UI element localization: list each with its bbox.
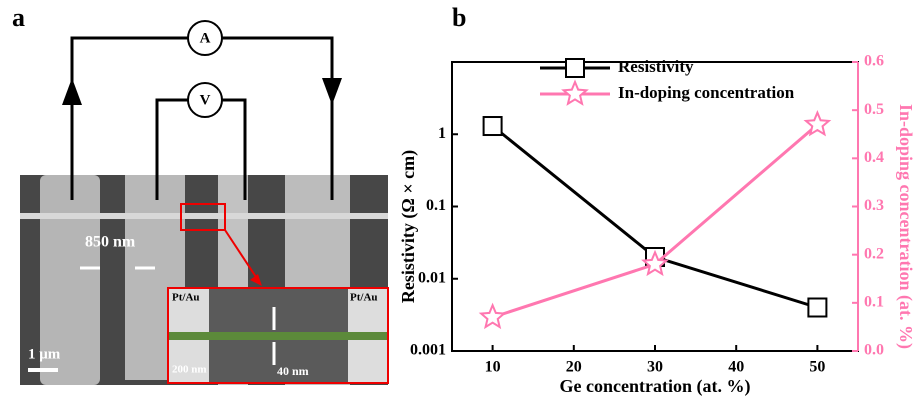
current-arrow bbox=[322, 78, 342, 105]
inset-label: Pt/Au bbox=[172, 292, 200, 304]
gap-label: 850 nm bbox=[85, 234, 136, 251]
circuit bbox=[70, 36, 334, 200]
inset-label: 40 nm bbox=[277, 364, 309, 378]
meter-label: V bbox=[200, 92, 211, 108]
plot-frame bbox=[451, 61, 859, 352]
legend-label: Resistivity bbox=[618, 57, 694, 76]
x-tick-label: 30 bbox=[647, 359, 663, 376]
meter bbox=[187, 20, 223, 56]
marker bbox=[478, 302, 507, 330]
x-tick-label: 40 bbox=[728, 359, 744, 376]
series-line bbox=[492, 123, 819, 319]
y2-tick-label: 0.5 bbox=[864, 101, 884, 118]
marker bbox=[565, 58, 585, 78]
electrode bbox=[40, 175, 100, 385]
x-axis-label: Ge concentration (at. %) bbox=[560, 376, 751, 397]
inset-label: Pt/Au bbox=[350, 292, 378, 304]
y2-tick-label: 0.6 bbox=[864, 53, 884, 70]
y-tick-label: 0.001 bbox=[410, 342, 446, 359]
y2-tick-label: 0.4 bbox=[864, 149, 884, 166]
legend-label: In-doping concentration bbox=[618, 83, 795, 102]
y2-tick-label: 0.0 bbox=[864, 342, 884, 359]
series-line bbox=[491, 124, 818, 309]
x-tick-label: 50 bbox=[809, 359, 825, 376]
marker bbox=[482, 116, 503, 137]
inset-label: 200 nm bbox=[172, 364, 207, 376]
panel-label: a bbox=[12, 3, 25, 32]
wire-highlight bbox=[169, 332, 387, 340]
y-axis-label: Resistivity (Ω × cm) bbox=[398, 150, 419, 303]
marker bbox=[803, 110, 832, 137]
scale-label: 1 μm bbox=[28, 346, 61, 362]
x-tick-label: 10 bbox=[485, 359, 501, 376]
marker bbox=[561, 79, 589, 106]
marker bbox=[641, 249, 669, 277]
arrow-head bbox=[250, 274, 262, 286]
nanowire bbox=[20, 213, 388, 219]
y2-tick-label: 0.3 bbox=[864, 197, 884, 214]
scale-bar bbox=[28, 368, 58, 372]
meter-label: A bbox=[200, 30, 211, 46]
y-tick-label: 0.1 bbox=[426, 197, 446, 214]
x-tick-label: 20 bbox=[566, 359, 582, 376]
zoom-arrow bbox=[224, 229, 259, 281]
zoom-box bbox=[180, 203, 226, 231]
y2-axis-label: In-doping concentration (at. %) bbox=[895, 104, 914, 349]
y2-tick-label: 0.1 bbox=[864, 294, 884, 311]
marker bbox=[807, 297, 828, 318]
current-arrow bbox=[62, 78, 82, 105]
panel-a: a Pt/Au Pt/Au 200 nm 40 nm 850 nm 1 μm A… bbox=[12, 3, 389, 385]
y-tick-label: 0.01 bbox=[418, 269, 446, 286]
y-tick-label: 1 bbox=[438, 125, 446, 142]
y2-tick-label: 0.2 bbox=[864, 245, 884, 262]
meter bbox=[187, 82, 223, 118]
panel-label: b bbox=[452, 3, 466, 32]
